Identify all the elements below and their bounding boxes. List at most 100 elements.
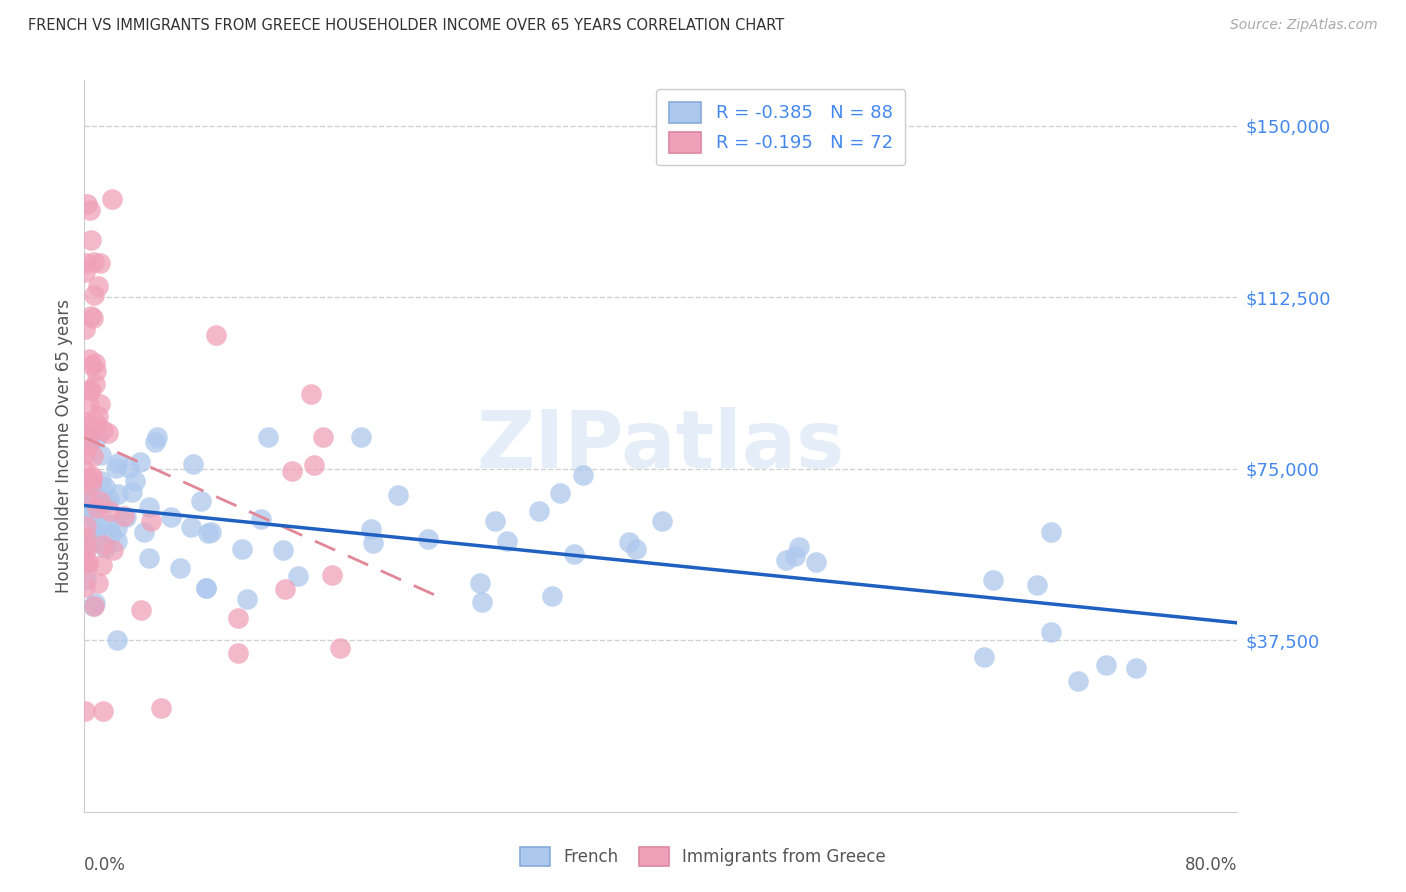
Point xyxy=(80,358,103,372)
Point xyxy=(75,428,97,442)
Point xyxy=(257,430,280,444)
Point xyxy=(76,471,98,485)
Point xyxy=(86,516,108,531)
Point xyxy=(79,483,101,497)
Point xyxy=(190,494,212,508)
Point xyxy=(75,485,97,500)
Point xyxy=(75,572,97,586)
Point xyxy=(90,448,112,462)
Point xyxy=(89,494,111,508)
Point xyxy=(105,521,128,535)
Legend: French, Immigrants from Greece: French, Immigrants from Greece xyxy=(512,838,894,875)
Point xyxy=(89,397,111,411)
Point xyxy=(146,430,169,444)
Point xyxy=(75,488,97,502)
Point xyxy=(1026,577,1049,591)
Point xyxy=(105,534,128,549)
Point xyxy=(75,704,97,718)
Point xyxy=(128,455,150,469)
Point xyxy=(301,386,323,401)
Point xyxy=(236,591,259,606)
Point xyxy=(138,500,160,514)
Point xyxy=(1125,661,1147,675)
Point xyxy=(77,399,100,413)
Point xyxy=(132,525,155,540)
Point xyxy=(77,539,100,553)
Point xyxy=(143,434,166,449)
Point xyxy=(115,510,138,524)
Point xyxy=(75,519,97,533)
Point xyxy=(75,538,97,552)
Point xyxy=(349,430,371,444)
Point xyxy=(281,464,304,478)
Point xyxy=(787,540,810,554)
Point xyxy=(83,255,105,269)
Point xyxy=(75,547,97,561)
Point xyxy=(82,468,104,483)
Point xyxy=(107,633,129,648)
Point xyxy=(75,256,97,270)
Point xyxy=(311,430,333,444)
Point xyxy=(418,533,440,547)
Point xyxy=(1095,657,1118,672)
Point xyxy=(1067,673,1090,688)
Point xyxy=(361,535,384,549)
Point xyxy=(1040,624,1063,639)
Point xyxy=(118,461,141,475)
Point xyxy=(80,481,103,495)
Point xyxy=(82,449,104,463)
Point xyxy=(82,599,104,614)
Point xyxy=(75,580,97,594)
Point xyxy=(321,567,343,582)
Point xyxy=(226,611,249,625)
Point xyxy=(387,488,409,502)
Point xyxy=(80,383,103,397)
Point xyxy=(200,525,222,540)
Point xyxy=(470,575,492,590)
Point xyxy=(114,508,136,523)
Y-axis label: Householder Income Over 65 years: Householder Income Over 65 years xyxy=(55,299,73,593)
Point xyxy=(83,288,105,302)
Point xyxy=(304,458,326,472)
Point xyxy=(75,464,97,478)
Point xyxy=(75,322,97,336)
Point xyxy=(562,547,585,561)
Point xyxy=(1040,524,1063,539)
Point xyxy=(76,196,98,211)
Point xyxy=(89,256,111,270)
Point xyxy=(86,526,108,541)
Point xyxy=(75,556,97,570)
Point xyxy=(82,310,104,325)
Point xyxy=(80,425,103,439)
Point xyxy=(484,514,506,528)
Point xyxy=(77,437,100,451)
Point xyxy=(79,352,101,367)
Text: ZIPatlas: ZIPatlas xyxy=(477,407,845,485)
Point xyxy=(617,535,640,549)
Point xyxy=(98,503,121,517)
Point xyxy=(90,474,112,488)
Point xyxy=(180,520,202,534)
Point xyxy=(141,514,163,528)
Point xyxy=(471,595,494,609)
Point xyxy=(91,538,114,552)
Point xyxy=(87,409,110,424)
Point xyxy=(181,457,204,471)
Point xyxy=(84,364,107,378)
Point xyxy=(287,568,309,582)
Point xyxy=(973,650,995,665)
Point xyxy=(80,510,103,524)
Point xyxy=(76,499,98,513)
Point xyxy=(86,524,108,539)
Legend: R = -0.385   N = 88, R = -0.195   N = 72: R = -0.385 N = 88, R = -0.195 N = 72 xyxy=(657,89,905,165)
Point xyxy=(75,530,97,544)
Point xyxy=(197,526,219,541)
Point xyxy=(80,471,103,485)
Point xyxy=(76,415,98,429)
Point xyxy=(75,265,97,279)
Text: FRENCH VS IMMIGRANTS FROM GREECE HOUSEHOLDER INCOME OVER 65 YEARS CORRELATION CH: FRENCH VS IMMIGRANTS FROM GREECE HOUSEHO… xyxy=(28,18,785,33)
Point xyxy=(160,510,183,524)
Point xyxy=(90,558,112,573)
Point xyxy=(274,582,297,596)
Point xyxy=(548,486,571,500)
